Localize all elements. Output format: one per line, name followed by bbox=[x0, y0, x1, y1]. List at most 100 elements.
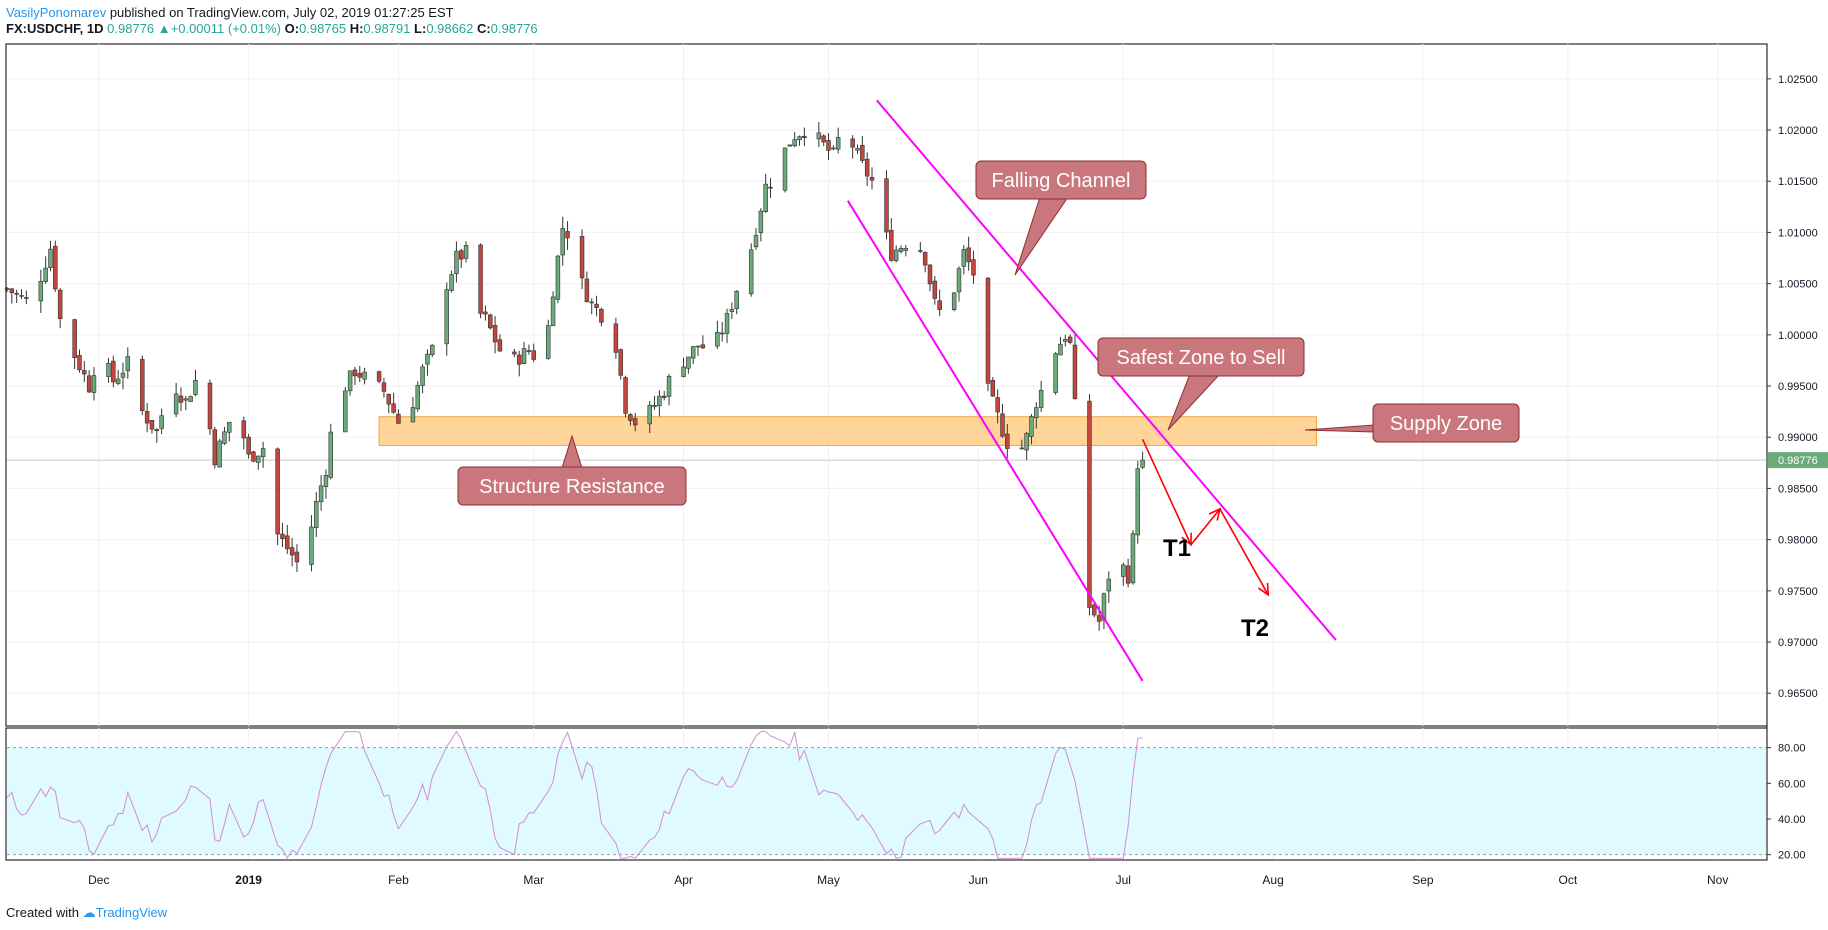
candle-up bbox=[309, 526, 314, 565]
tradingview-link[interactable]: TradingView bbox=[95, 905, 168, 920]
candle-up bbox=[1034, 407, 1039, 418]
candle-up bbox=[956, 268, 962, 293]
y-tick-label: 0.99500 bbox=[1778, 381, 1818, 393]
candle-up bbox=[758, 210, 764, 233]
candle-down bbox=[4, 288, 10, 290]
candle-up bbox=[454, 250, 459, 275]
candle-up bbox=[43, 267, 48, 282]
candle-down bbox=[1092, 604, 1097, 616]
candle-down bbox=[821, 135, 826, 143]
candle-down bbox=[459, 250, 464, 260]
candle-down bbox=[661, 395, 667, 398]
candle-up bbox=[193, 379, 198, 395]
x-tick-label: Feb bbox=[388, 873, 409, 887]
candle-down bbox=[1005, 433, 1010, 449]
candle-down bbox=[352, 369, 358, 377]
candle-up bbox=[1019, 447, 1025, 450]
candle-up bbox=[1140, 459, 1145, 468]
candle-up bbox=[589, 301, 594, 304]
candle-up bbox=[1024, 433, 1029, 451]
candle-up bbox=[425, 353, 430, 365]
candle-down bbox=[594, 303, 599, 308]
candle-down bbox=[922, 252, 928, 266]
channel-lower-line bbox=[846, 200, 1144, 682]
candle-down bbox=[178, 395, 184, 403]
candle-down bbox=[860, 144, 865, 161]
candle-down bbox=[140, 359, 145, 412]
price-change: +0.00011 (+0.01%) bbox=[170, 21, 281, 36]
candle-up bbox=[323, 474, 329, 487]
x-tick-label: May bbox=[817, 873, 840, 887]
open-value: 0.98765 bbox=[299, 21, 347, 36]
candle-down bbox=[77, 355, 82, 371]
x-tick-label: Aug bbox=[1262, 873, 1283, 887]
candle-up bbox=[318, 485, 324, 502]
candle-down bbox=[1067, 336, 1073, 343]
candle-up bbox=[724, 313, 730, 334]
candle-up bbox=[256, 455, 261, 463]
candle-down bbox=[241, 420, 247, 439]
symbol-name: FX:USDCHF, 1D bbox=[6, 21, 104, 36]
t1-label: T1 bbox=[1163, 535, 1191, 562]
candle-down bbox=[932, 280, 938, 299]
candle-up bbox=[314, 500, 319, 528]
candle-down bbox=[613, 323, 619, 353]
candle-up bbox=[420, 366, 425, 386]
rsi-tick-label: 60.00 bbox=[1778, 778, 1806, 790]
candle-down bbox=[971, 259, 976, 276]
candle-up bbox=[951, 292, 957, 311]
candle-up bbox=[328, 431, 334, 478]
falling-channel-callout-label: Falling Channel bbox=[992, 170, 1131, 192]
candle-up bbox=[748, 249, 754, 295]
candle-down bbox=[632, 418, 638, 426]
candle-down bbox=[1000, 413, 1005, 437]
candle-up bbox=[797, 136, 802, 141]
candle-up bbox=[1121, 564, 1126, 577]
candle-down bbox=[990, 380, 996, 397]
author-link[interactable]: VasilyPonomarev bbox=[6, 5, 107, 20]
x-tick-label: Dec bbox=[88, 873, 109, 887]
candle-down bbox=[869, 177, 875, 181]
candle-down bbox=[565, 231, 570, 239]
candle-down bbox=[700, 344, 706, 349]
candle-down bbox=[144, 411, 150, 424]
projection-arrow-segment bbox=[1219, 508, 1269, 596]
candle-up bbox=[125, 356, 131, 372]
high-label: H: bbox=[349, 21, 364, 36]
supply-zone-callout-box bbox=[1372, 403, 1520, 443]
candle-up bbox=[1038, 389, 1044, 408]
candle-up bbox=[695, 345, 701, 348]
candle-up bbox=[835, 137, 841, 150]
x-tick-label: 2019 bbox=[235, 873, 262, 887]
candle-down bbox=[376, 371, 382, 382]
candle-up bbox=[1106, 578, 1112, 592]
candle-up bbox=[217, 440, 222, 468]
candle-up bbox=[782, 147, 788, 191]
candle-down bbox=[9, 288, 15, 294]
candle-up bbox=[903, 248, 909, 251]
candle-down bbox=[512, 351, 517, 355]
candle-up bbox=[1053, 353, 1058, 393]
candle-up bbox=[19, 295, 24, 297]
candle-down bbox=[628, 414, 633, 421]
candle-up bbox=[690, 346, 696, 359]
candle-up bbox=[227, 421, 232, 433]
candle-up bbox=[560, 228, 565, 256]
y-tick-label: 1.00000 bbox=[1778, 330, 1818, 342]
candle-up bbox=[666, 376, 672, 397]
y-tick-label: 1.01000 bbox=[1778, 227, 1818, 239]
x-tick-label: Jul bbox=[1116, 873, 1131, 887]
falling-channel-callout-box bbox=[975, 160, 1147, 200]
y-tick-label: 0.98500 bbox=[1778, 483, 1818, 495]
candle-up bbox=[550, 296, 556, 327]
candle-up bbox=[444, 289, 449, 345]
structure-resistance-callout-label: Structure Resistance bbox=[479, 476, 665, 498]
candle-down bbox=[623, 377, 628, 414]
candle-down bbox=[802, 135, 807, 139]
candle-up bbox=[918, 250, 923, 252]
tradingview-logo-icon[interactable]: ☁ bbox=[82, 905, 96, 920]
close-value: 0.98776 bbox=[490, 21, 538, 36]
candle-up bbox=[173, 393, 179, 415]
candle-up bbox=[898, 248, 904, 252]
